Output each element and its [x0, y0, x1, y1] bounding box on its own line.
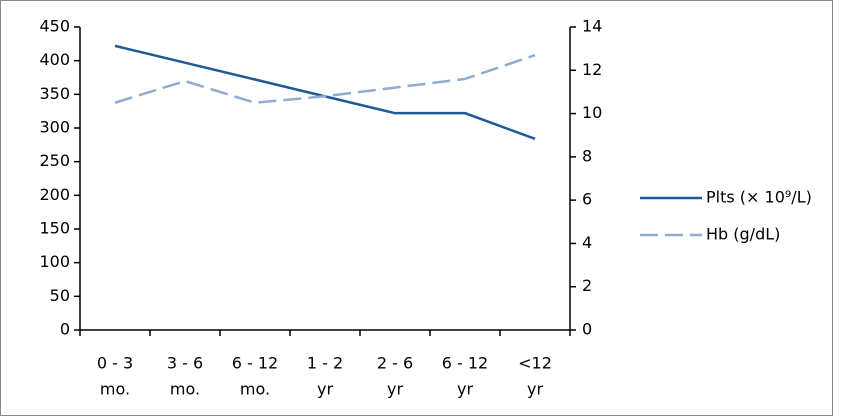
- data-line: [114, 53, 536, 105]
- x-tick-label: yr: [527, 380, 543, 399]
- x-tick-label: 6 - 12: [232, 354, 278, 373]
- x-tick-label: 0 - 3: [97, 354, 133, 373]
- x-tick-label: 6 - 12: [442, 354, 488, 373]
- chart-frame: [0, 0, 833, 416]
- y-tick-label: 50: [50, 286, 70, 305]
- y2-tick-label: 10: [582, 103, 602, 122]
- x-tick-label: mo.: [240, 380, 270, 399]
- x-tick-label: 1 - 2: [307, 354, 343, 373]
- x-tick-label: <12: [518, 354, 552, 373]
- x-tick-label: 2 - 6: [377, 354, 413, 373]
- y-tick-label: 0: [60, 320, 70, 339]
- y-tick-label: 100: [39, 252, 70, 271]
- x-tick-label: yr: [457, 380, 473, 399]
- x-tick-label: yr: [387, 380, 403, 399]
- y-tick-label: 400: [39, 50, 70, 69]
- x-tick-label: 3 - 6: [167, 354, 203, 373]
- x-tick-label: mo.: [170, 380, 200, 399]
- y2-tick-label: 8: [582, 146, 592, 165]
- y2-tick-label: 12: [582, 60, 602, 79]
- y2-tick-label: 6: [582, 190, 592, 209]
- y-tick-label: 300: [39, 118, 70, 137]
- y-tick-label: 150: [39, 219, 70, 238]
- y2-tick-label: 2: [582, 276, 592, 295]
- y-tick-label: 250: [39, 151, 70, 170]
- legend-label: Hb (g/dL): [706, 225, 780, 244]
- y2-tick-label: 14: [582, 17, 602, 36]
- x-tick-label: yr: [317, 380, 333, 399]
- y-tick-label: 350: [39, 84, 70, 103]
- y2-tick-label: 4: [582, 233, 592, 252]
- y-tick-label: 200: [39, 185, 70, 204]
- legend-label: Plts (× 10⁹/L): [706, 188, 812, 207]
- x-tick-label: mo.: [100, 380, 130, 399]
- y-tick-label: 450: [39, 17, 70, 36]
- y2-tick-label: 0: [582, 320, 592, 339]
